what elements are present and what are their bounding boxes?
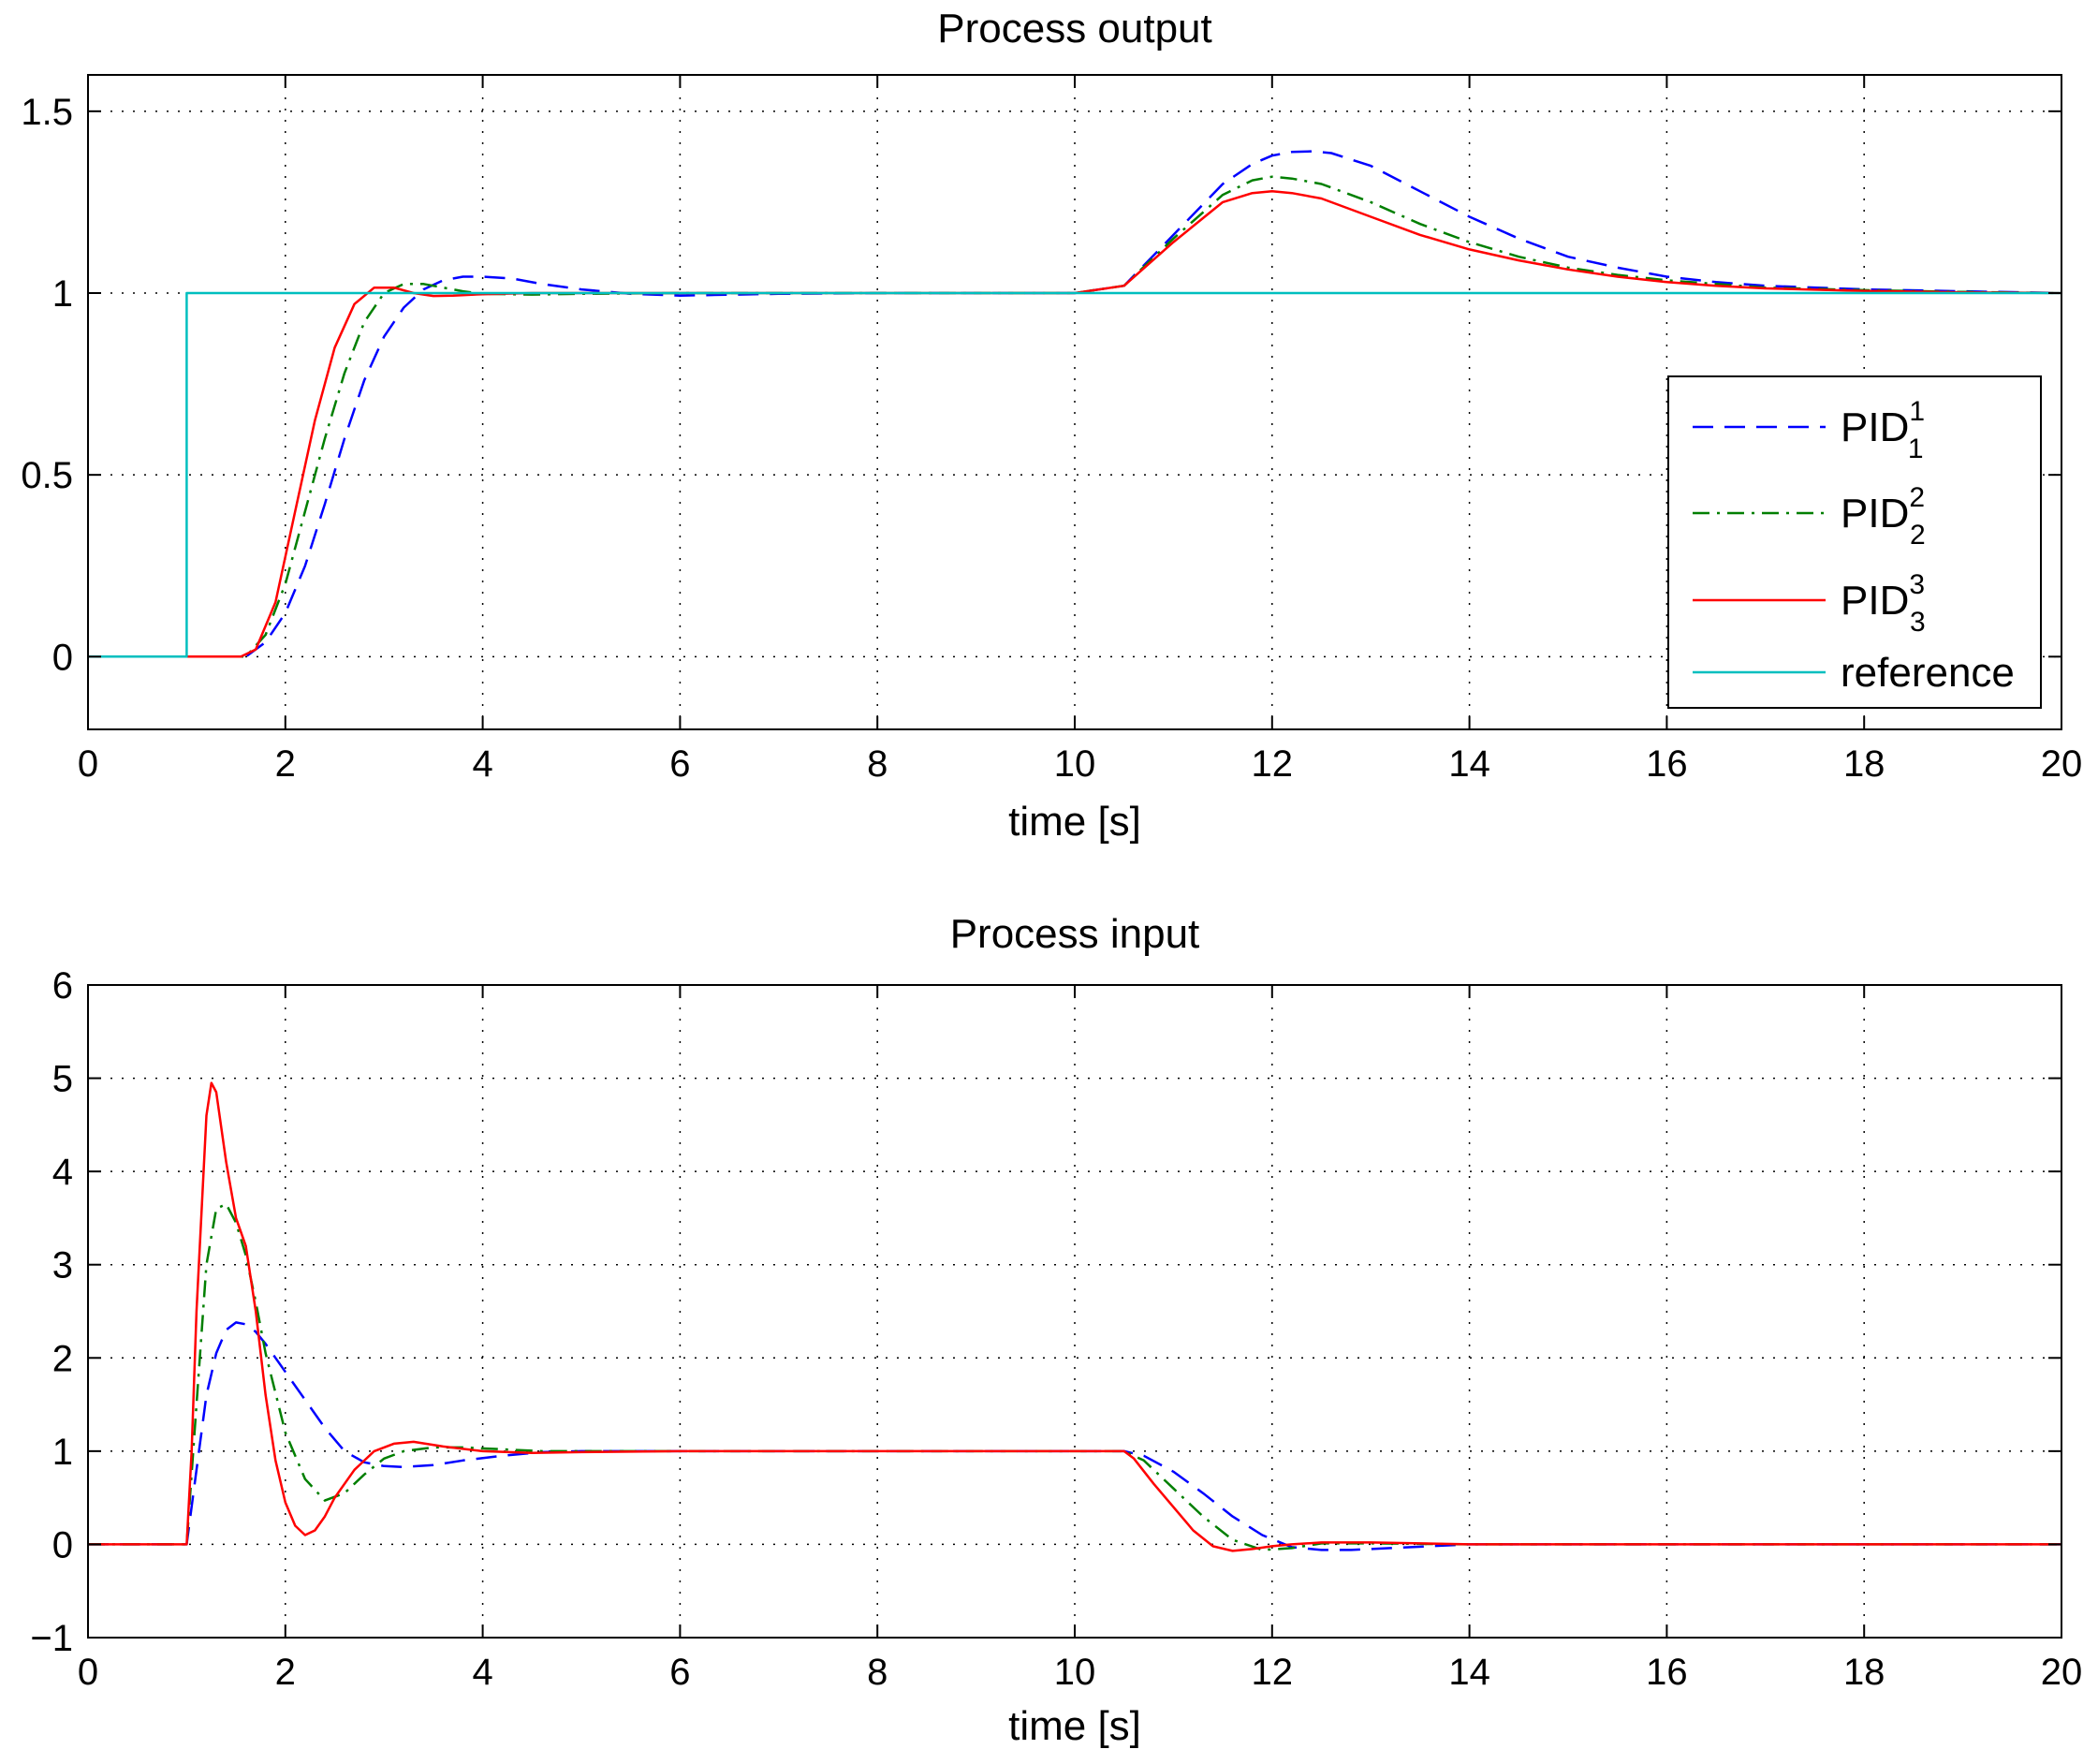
input-ytick-label: 4 [52, 1152, 73, 1193]
output-xtick-label: 16 [1646, 743, 1688, 785]
output-xtick-label: 6 [669, 743, 690, 785]
output-plot: Process output 0 2 4 6 8 10 12 14 16 18 20 0 0.5 1 1.5… [21, 6, 2082, 845]
output-ytick-label: 1.5 [21, 92, 73, 133]
output-series-pid3 [88, 190, 2062, 658]
output-series [88, 150, 2062, 658]
input-xtick-label: 20 [2041, 1652, 2083, 1693]
input-xtick-label: 2 [275, 1652, 296, 1693]
output-xtick-label: 12 [1252, 743, 1294, 785]
input-ytick-label: 1 [52, 1432, 73, 1473]
output-xtick-label: 20 [2041, 743, 2083, 785]
legend-box [1667, 375, 2042, 709]
output-xtick-label: 2 [275, 743, 296, 785]
input-series-pid3 [88, 1081, 2061, 1552]
legend-entry-pid1: PID1 1 [1841, 396, 1924, 464]
output-ytick-label: 1 [52, 273, 73, 315]
input-xtick-label: 8 [867, 1652, 888, 1693]
output-xtick-label: 18 [1843, 743, 1885, 785]
input-ytick-label: 6 [52, 965, 73, 1007]
input-ytick-label: 5 [52, 1059, 73, 1100]
input-xtick-label: 14 [1448, 1652, 1490, 1693]
output-ticks: 0 2 4 6 8 10 12 14 16 18 20 0 0.5 1 1.5 [21, 75, 2082, 785]
input-xtick-label: 6 [669, 1652, 690, 1693]
input-ytick-label: 0 [52, 1524, 73, 1566]
input-series-pid2 [88, 1202, 2061, 1551]
output-ytick-label: 0 [52, 637, 73, 678]
output-xtick-label: 0 [78, 743, 98, 785]
input-x-axis-label: time [s] [1008, 1703, 1141, 1749]
input-plot: Process input 0 2 4 6 8 10 12 14 16 18 20−10123456… [30, 911, 2082, 1749]
output-series-reference [88, 291, 2061, 658]
input-xtick-label: 16 [1646, 1652, 1688, 1693]
output-xtick-label: 8 [867, 743, 888, 785]
output-xtick-label: 14 [1448, 743, 1490, 785]
input-grid [88, 985, 2061, 1638]
input-xtick-label: 12 [1252, 1652, 1294, 1693]
input-series [88, 1081, 2061, 1552]
output-xtick-label: 10 [1054, 743, 1096, 785]
input-plot-title: Process input [950, 911, 1200, 957]
input-xtick-label: 4 [472, 1652, 492, 1693]
input-series-pid1 [88, 1321, 2061, 1551]
input-xtick-label: 10 [1054, 1652, 1096, 1693]
output-ytick-label: 0.5 [21, 455, 73, 496]
legend-entry-reference: reference [1841, 650, 2015, 696]
input-xtick-label: 0 [78, 1652, 98, 1693]
legend-entry-pid2: PID2 2 [1841, 482, 1926, 551]
input-xtick-label: 18 [1843, 1652, 1885, 1693]
legend-entry-pid3: PID3 3 [1841, 569, 1926, 638]
output-plot-title: Process output [937, 6, 1212, 51]
input-ytick-label: −1 [30, 1618, 73, 1659]
input-ytick-label: 3 [52, 1245, 73, 1286]
input-ytick-label: 2 [52, 1338, 73, 1379]
legend: PID1 1 PID2 2 PID3 3 reference [1667, 375, 2042, 709]
output-x-axis-label: time [s] [1008, 799, 1141, 845]
output-xtick-label: 4 [472, 743, 492, 785]
